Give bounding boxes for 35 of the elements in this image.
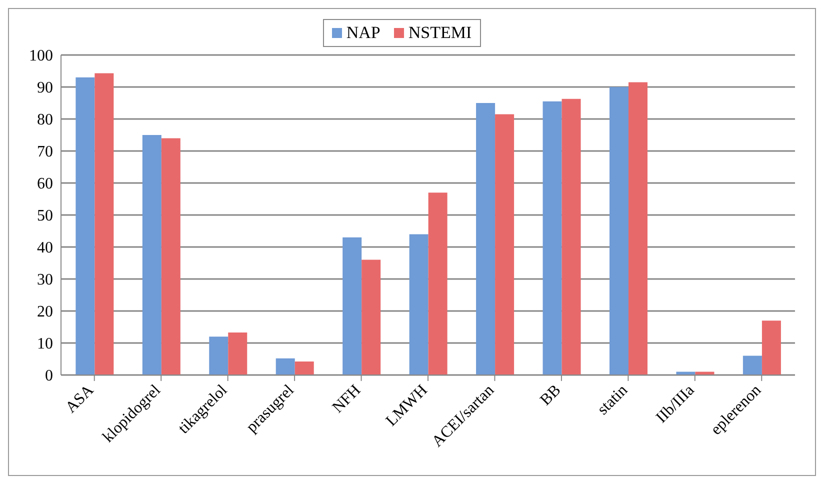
y-tick-label: 50: [37, 208, 53, 225]
x-tick-label: BB: [537, 382, 564, 409]
y-tick-label: 100: [29, 48, 53, 65]
bar: [362, 260, 381, 375]
y-tick-label: 80: [37, 112, 53, 129]
legend-label: NSTEMI: [407, 23, 472, 43]
y-tick-label: 90: [37, 80, 53, 97]
bar: [495, 114, 514, 375]
y-tick-label: 0: [45, 368, 53, 385]
legend-label: NAP: [345, 23, 380, 43]
bar: [276, 358, 295, 375]
bar: [542, 101, 562, 375]
bar: [610, 87, 628, 375]
y-tick-label: 10: [37, 336, 53, 353]
bar: [94, 73, 114, 375]
bar: [562, 98, 581, 375]
bar: [409, 234, 428, 375]
bar: [76, 77, 95, 375]
bar: [428, 192, 448, 375]
bar: [628, 82, 648, 375]
bar: [742, 356, 762, 375]
y-tick-label: 60: [37, 176, 53, 193]
bar: [342, 237, 362, 375]
bar: [294, 362, 314, 375]
bar: [161, 138, 180, 375]
y-tick-label: 70: [37, 144, 53, 161]
x-tick-label: ASA: [62, 382, 98, 416]
y-tick-label: 30: [37, 272, 53, 289]
y-tick-label: 20: [37, 304, 53, 321]
bar: [476, 103, 496, 375]
bar: [142, 135, 162, 375]
bar: [209, 336, 228, 375]
bar: [762, 320, 781, 375]
bar: [228, 332, 248, 375]
y-tick-label: 40: [37, 240, 53, 257]
